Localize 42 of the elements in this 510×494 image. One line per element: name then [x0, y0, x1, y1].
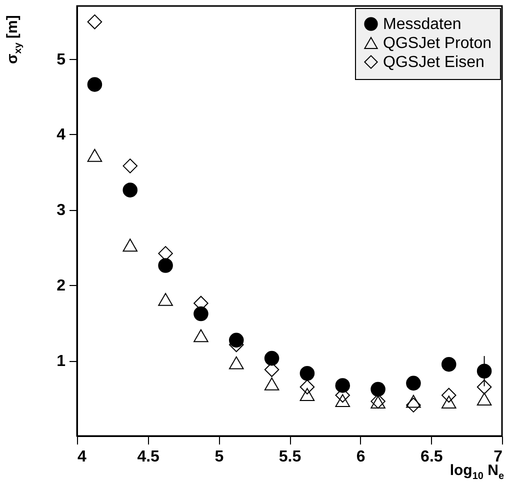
point — [441, 356, 456, 372]
legend-label: QGSJet Eisen — [383, 54, 484, 71]
point — [87, 77, 102, 92]
point — [228, 356, 244, 370]
legend-label: QGSJet Proton — [383, 35, 492, 52]
y-tick-label: 2 — [56, 278, 66, 295]
point — [441, 396, 456, 409]
point — [406, 394, 421, 408]
point — [158, 258, 173, 273]
point — [370, 382, 386, 397]
y-tick-label: 5 — [56, 51, 66, 68]
y-tick-label: 4 — [56, 126, 66, 144]
x-tick-label: 4.5 — [137, 448, 160, 466]
x-tick-label: 4 — [78, 448, 86, 466]
x-tick-label: 5.5 — [278, 448, 302, 466]
x-tick-label: 6 — [356, 448, 366, 466]
point — [122, 182, 138, 198]
point — [476, 364, 492, 378]
point — [122, 158, 138, 174]
point — [406, 376, 421, 391]
point — [300, 380, 315, 394]
point — [476, 392, 492, 406]
point — [441, 388, 456, 403]
point — [335, 394, 350, 408]
point — [476, 380, 492, 394]
point — [406, 398, 421, 412]
point — [87, 14, 102, 30]
point — [264, 350, 280, 366]
point — [300, 366, 315, 381]
point — [87, 148, 102, 162]
point — [264, 377, 280, 390]
point — [158, 292, 173, 306]
y-tick-label: 1 — [56, 353, 66, 370]
point — [194, 306, 208, 322]
legend-label: Messdaten — [383, 16, 462, 33]
point — [122, 238, 138, 252]
point — [300, 388, 315, 401]
point — [335, 378, 350, 393]
y-tick-label: 3 — [56, 202, 66, 220]
x-tick-label: 6.5 — [420, 448, 443, 466]
point — [194, 329, 208, 342]
x-tick-label: 5 — [214, 448, 224, 466]
